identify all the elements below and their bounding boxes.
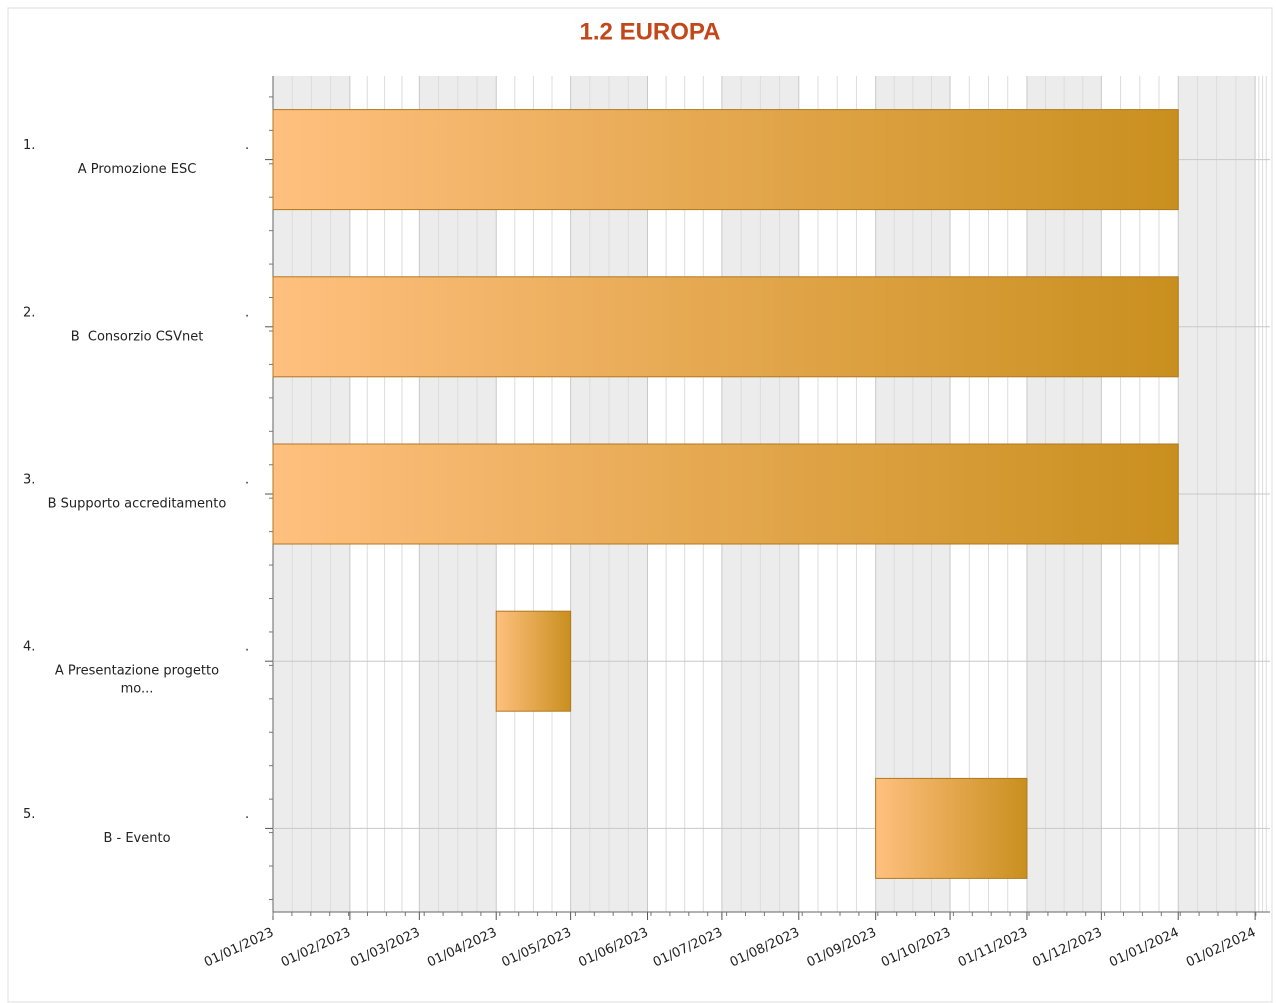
- x-tick-label: 01/02/2024: [1184, 925, 1258, 970]
- x-tick-label: 01/08/2023: [728, 925, 802, 970]
- x-tick-label: 01/01/2024: [1107, 925, 1181, 970]
- row-number: 3.: [23, 473, 35, 488]
- x-tick-label: 01/10/2023: [879, 925, 953, 970]
- row-number: 5.: [23, 807, 35, 822]
- row-number: 1.: [23, 138, 35, 153]
- y-tick-label: A Promozione ESC: [78, 162, 197, 177]
- gantt-bar: [272, 109, 1179, 211]
- y-tick-label: B - Evento: [103, 831, 170, 846]
- x-tick-label: 01/01/2023: [202, 925, 276, 970]
- row-separator: .: [245, 807, 249, 822]
- y-tick-label: B Supporto accreditamento: [48, 497, 227, 512]
- x-tick-label: 01/02/2023: [279, 925, 353, 970]
- frame: [7, 7, 1273, 1003]
- row-number: 4.: [23, 640, 35, 655]
- row-separator: .: [245, 640, 249, 655]
- y-tick-label: A Presentazione progetto: [55, 664, 219, 679]
- gantt-bar: [272, 443, 1179, 545]
- row-separator: .: [245, 305, 249, 320]
- gantt-bar: [875, 777, 1028, 879]
- x-tick-label: 01/06/2023: [576, 925, 650, 970]
- chart-title: 1.2 EUROPA: [580, 18, 721, 45]
- x-tick-label: 01/04/2023: [425, 925, 499, 970]
- x-tick-label: 01/09/2023: [805, 925, 879, 970]
- x-tick-label: 01/03/2023: [348, 925, 422, 970]
- x-tick-label: 01/12/2023: [1030, 925, 1104, 970]
- x-tick-label: 01/11/2023: [956, 925, 1030, 970]
- y-tick-label: B Consorzio CSVnet: [71, 329, 204, 344]
- y-tick-label: mo...: [121, 682, 154, 697]
- gantt-bar: [272, 276, 1179, 378]
- row-number: 2.: [23, 305, 35, 320]
- x-tick-label: 01/07/2023: [651, 925, 725, 970]
- row-separator: .: [245, 138, 249, 153]
- row-separator: .: [245, 473, 249, 488]
- x-tick-label: 01/05/2023: [500, 925, 574, 970]
- gantt-bar: [495, 610, 572, 712]
